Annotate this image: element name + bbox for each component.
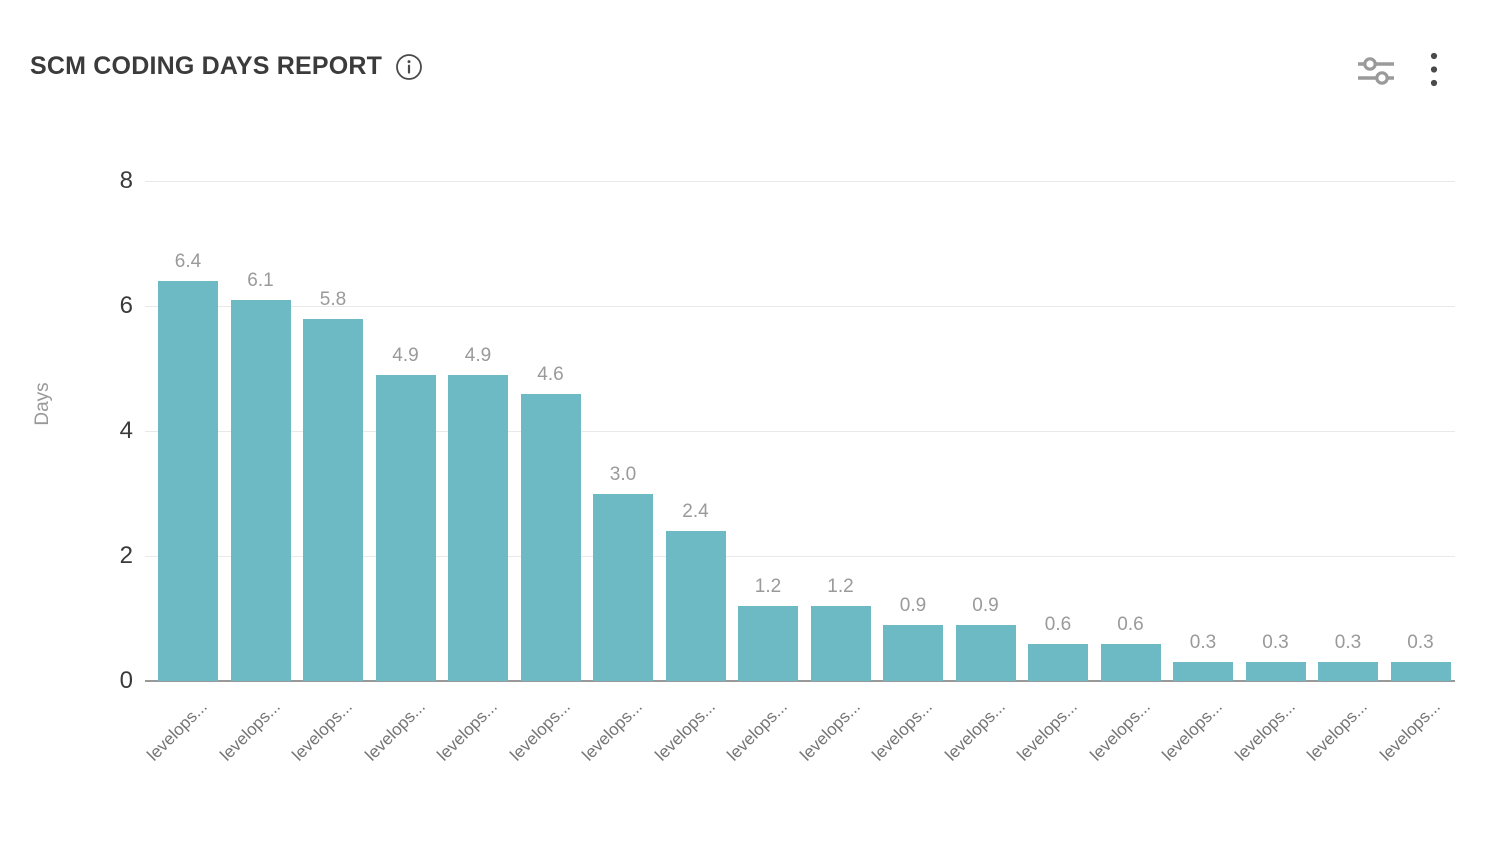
y-axis-title: Days [32, 382, 53, 426]
x-axis-line [145, 680, 1455, 682]
bar-value-label-0: 6.4 [174, 251, 202, 272]
x-category-label-2: levelops... [288, 697, 357, 765]
bar-13[interactable] [1100, 643, 1161, 681]
bar-value-label-2: 5.8 [319, 288, 347, 310]
bar-3[interactable] [375, 374, 436, 681]
x-category-label-1: levelops... [216, 697, 284, 765]
bar-0[interactable] [158, 281, 218, 681]
page-title: SCM CODING DAYS REPORT [30, 52, 383, 80]
x-category-label-16: levelops... [1303, 697, 1372, 765]
bar-value-label-4: 4.9 [464, 344, 492, 366]
x-category-label-14: levelops... [1158, 697, 1227, 765]
gridline-y-4 [145, 431, 1455, 432]
gridline-y-6 [145, 306, 1455, 307]
bar-value-label-9: 1.2 [827, 576, 854, 597]
y-tick-label-4: 4 [119, 417, 133, 444]
title-row: SCM CODING DAYS REPORT [30, 52, 423, 81]
bar-6[interactable] [593, 493, 653, 681]
bar-value-label-13: 0.6 [1117, 613, 1144, 635]
bar-value-label-1: 6.1 [247, 269, 274, 291]
x-category-label-6: levelops... [578, 697, 647, 765]
bar-value-label-6: 3.0 [609, 463, 637, 485]
y-tick-label-8: 8 [119, 167, 133, 194]
bar-1[interactable] [230, 299, 291, 681]
bar-7[interactable] [665, 531, 726, 681]
bar-9[interactable] [810, 606, 871, 681]
bar-4[interactable] [448, 374, 508, 681]
x-category-label-10: levelops... [868, 697, 937, 765]
bar-value-label-16: 0.3 [1334, 632, 1362, 654]
x-category-label-11: levelops... [941, 697, 1009, 765]
sliders-filter-icon [1357, 55, 1395, 90]
widget-header: SCM CODING DAYS REPORT [0, 0, 1492, 110]
bar-value-label-3: 4.9 [392, 344, 419, 366]
bar-value-label-15: 0.3 [1262, 632, 1289, 654]
y-tick-label-6: 6 [119, 292, 133, 319]
bar-17[interactable] [1390, 662, 1451, 681]
bar-value-label-7: 2.4 [682, 501, 709, 522]
more-menu-button[interactable] [1426, 48, 1442, 97]
bar-value-label-10: 0.9 [899, 594, 927, 616]
y-tick-label-0: 0 [119, 667, 133, 694]
bar-5[interactable] [520, 393, 581, 681]
bar-12[interactable] [1028, 643, 1088, 681]
filters-button[interactable] [1354, 51, 1398, 94]
x-category-label-8: levelops... [723, 697, 792, 765]
bar-value-label-11: 0.9 [972, 594, 999, 616]
plot-area: 6.4 levelops... 6.1 levelops... 5.8 levelops.… [144, 181, 1455, 765]
x-category-label-4: levelops... [433, 697, 502, 765]
bar-14[interactable] [1173, 662, 1233, 681]
bar-16[interactable] [1318, 662, 1378, 681]
x-category-label-9: levelops... [796, 697, 864, 765]
x-category-label-7: levelops... [651, 697, 719, 765]
bar-8[interactable] [738, 606, 798, 681]
gridline-y-8 [145, 181, 1455, 182]
bar-value-label-14: 0.3 [1189, 632, 1217, 654]
bar-value-label-17: 0.3 [1407, 632, 1434, 654]
kebab-menu-icon [1430, 52, 1438, 93]
x-category-label-5: levelops... [506, 697, 574, 765]
x-category-label-12: levelops... [1013, 697, 1082, 765]
x-category-label-3: levelops... [361, 697, 429, 765]
bar-10[interactable] [883, 624, 943, 681]
info-icon[interactable] [395, 53, 423, 81]
x-category-label-17: levelops... [1376, 697, 1444, 765]
x-category-label-15: levelops... [1231, 697, 1299, 765]
bar-value-label-12: 0.6 [1044, 613, 1072, 635]
gridline-y-2 [145, 556, 1455, 557]
bar-11[interactable] [955, 624, 1016, 681]
header-actions [1354, 48, 1442, 97]
y-tick-label-2: 2 [119, 542, 133, 569]
bar-15[interactable] [1245, 662, 1306, 681]
x-category-label-0: levelops... [143, 697, 212, 765]
bar-value-label-8: 1.2 [754, 576, 782, 597]
bar-value-label-5: 4.6 [537, 363, 564, 385]
x-category-label-13: levelops... [1086, 697, 1154, 765]
bar-2[interactable] [303, 318, 363, 681]
